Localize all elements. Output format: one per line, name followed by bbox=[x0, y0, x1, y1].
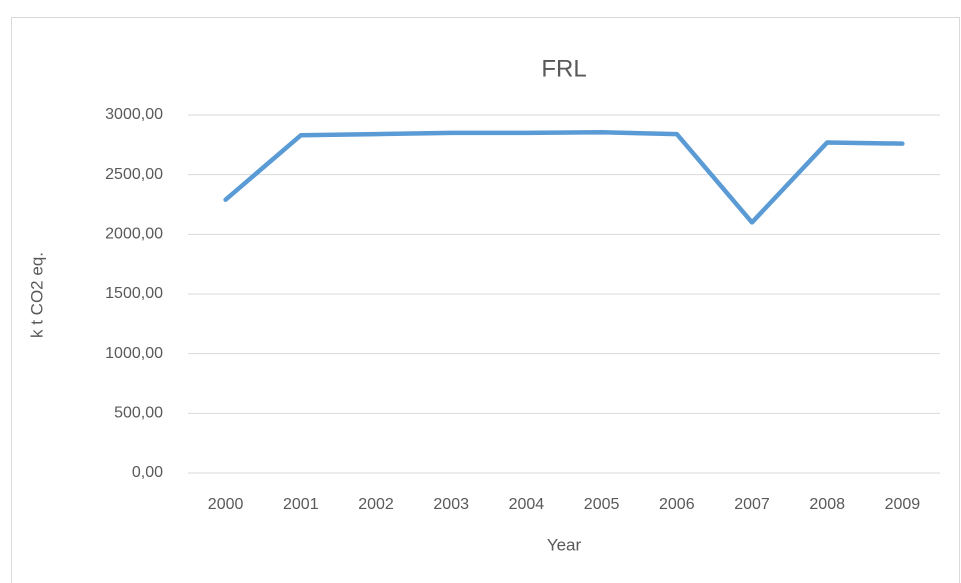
x-tick-label: 2007 bbox=[734, 496, 770, 513]
y-tick-label: 500,00 bbox=[114, 405, 163, 422]
x-tick-label: 2002 bbox=[358, 496, 394, 513]
line bbox=[223, 130, 905, 225]
y-tick-label: 2500,00 bbox=[105, 166, 163, 183]
y-tick-label: 0,00 bbox=[132, 464, 163, 481]
y-axis-label: k t CO2 eq. bbox=[27, 252, 46, 338]
x-tick-label: 2009 bbox=[885, 496, 921, 513]
x-tick-label: 2000 bbox=[208, 496, 244, 513]
x-tick-label: 2008 bbox=[809, 496, 845, 513]
y-tick-label: 2000,00 bbox=[105, 226, 163, 243]
y-tick-label: 1500,00 bbox=[105, 285, 163, 302]
y-tick-label: 3000,00 bbox=[105, 106, 163, 123]
y-tick-label: 1000,00 bbox=[105, 345, 163, 362]
chart-title: FRL bbox=[541, 55, 586, 82]
x-tick-label: 2001 bbox=[283, 496, 319, 513]
x-tick-label: 2004 bbox=[509, 496, 545, 513]
chart-border bbox=[11, 17, 960, 583]
x-tick-label: 2003 bbox=[433, 496, 469, 513]
x-axis-label: Year bbox=[547, 535, 582, 554]
x-tick-label: 2006 bbox=[659, 496, 695, 513]
x-tick-label: 2005 bbox=[584, 496, 620, 513]
